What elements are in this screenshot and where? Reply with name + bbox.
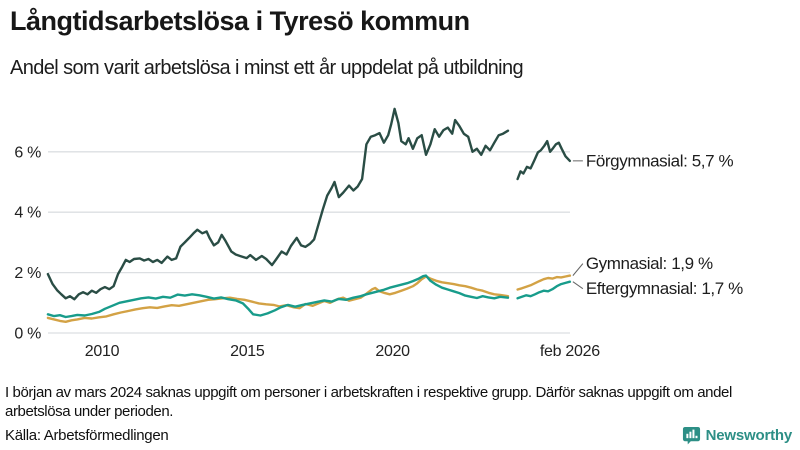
- x-axis-tick-label: 2010: [85, 343, 120, 360]
- newsworthy-logo-icon: [682, 426, 700, 445]
- series-label-connector: [572, 281, 584, 290]
- chart-footnote: I början av mars 2024 saknas uppgift om …: [5, 384, 732, 421]
- newsworthy-brand-link[interactable]: Newsworthy: [682, 426, 792, 445]
- x-axis-tick-label: 2020: [375, 343, 410, 360]
- y-axis-tick-label: 2 %: [14, 265, 41, 282]
- newsworthy-brand-name: Newsworthy: [705, 427, 793, 444]
- series-line-eftergymnasial: [46, 274, 510, 319]
- source-attribution: Källa: Arbetsförmedlingen: [5, 427, 169, 444]
- series-end-label-eftergymnasial: Eftergymnasial: 1,7 %: [586, 279, 743, 298]
- series-line-gymnasial: [46, 275, 510, 324]
- page-subtitle: Andel som varit arbetslösa i minst ett å…: [10, 57, 524, 79]
- y-axis-tick-label: 4 %: [14, 205, 41, 222]
- series-end-label-förgymnasial: Förgymnasial: 5,7 %: [586, 151, 734, 170]
- y-axis-tick-label: 6 %: [14, 144, 41, 161]
- series-line-förgymnasial: [46, 107, 510, 301]
- series-line-förgymnasial: [516, 140, 572, 181]
- series-line-eftergymnasial: [516, 280, 572, 300]
- series-end-label-gymnasial: Gymnasial: 1,9 %: [586, 254, 713, 273]
- x-axis-tick-label: 2015: [230, 343, 265, 360]
- series-label-connector: [572, 263, 584, 276]
- series-line-gymnasial: [516, 274, 572, 291]
- page-title: Långtidsarbetslösa i Tyresö kommun: [10, 6, 470, 36]
- line-chart: 0 % 2 % 4 % 6 % 2010 2015 2020 feb 2026 Förgymna…: [14, 107, 744, 360]
- x-axis-tick-label: feb 2026: [540, 343, 600, 360]
- y-axis-tick-label: 0 %: [14, 326, 41, 343]
